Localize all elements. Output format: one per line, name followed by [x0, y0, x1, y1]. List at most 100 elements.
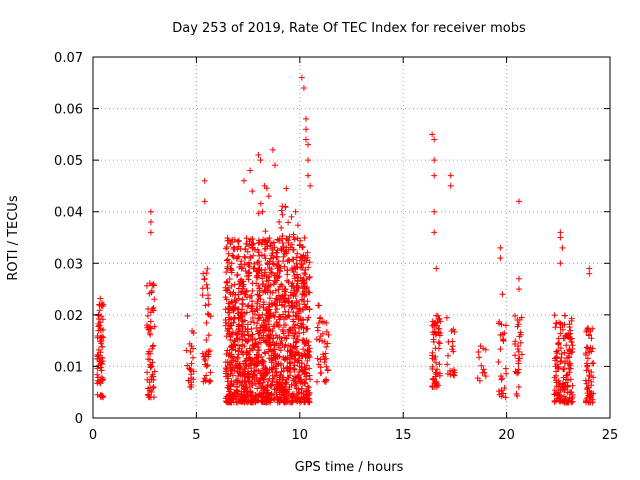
plot-border	[92, 56, 611, 419]
data-point	[556, 339, 563, 346]
data-point	[206, 378, 213, 385]
data-point	[304, 399, 311, 406]
data-point	[150, 281, 157, 288]
data-point	[239, 378, 246, 385]
data-point	[235, 363, 242, 370]
data-point	[265, 193, 272, 200]
data-point	[496, 318, 503, 325]
data-point	[300, 275, 307, 282]
data-point	[317, 370, 324, 377]
data-point	[258, 367, 265, 374]
data-point	[248, 393, 255, 400]
data-point	[289, 266, 296, 273]
data-point	[259, 311, 266, 318]
data-point	[262, 245, 269, 252]
data-point	[253, 305, 260, 312]
data-point	[316, 337, 323, 344]
data-point	[230, 246, 237, 253]
data-point	[266, 326, 273, 333]
data-point	[269, 245, 276, 252]
data-point	[231, 304, 238, 311]
data-point	[305, 338, 312, 345]
data-point	[248, 303, 255, 310]
data-point	[293, 339, 300, 346]
data-point	[150, 304, 157, 311]
data-point	[265, 282, 272, 289]
data-point	[447, 172, 454, 179]
data-point	[226, 350, 233, 357]
data-point	[304, 347, 311, 354]
data-point	[283, 277, 290, 284]
data-point	[243, 349, 250, 356]
data-point	[232, 347, 239, 354]
data-point	[256, 335, 263, 342]
data-point	[480, 345, 487, 352]
data-point	[277, 396, 284, 403]
data-point	[260, 389, 267, 396]
data-point	[283, 379, 290, 386]
data-point	[146, 379, 153, 386]
data-point	[276, 313, 283, 320]
data-point	[303, 115, 310, 122]
data-point	[305, 157, 312, 164]
data-point	[255, 295, 262, 302]
data-point	[301, 379, 308, 386]
data-point	[436, 340, 443, 347]
data-point	[567, 376, 574, 383]
data-point	[317, 356, 324, 363]
data-point	[290, 291, 297, 298]
data-point	[203, 336, 210, 343]
data-point	[584, 344, 591, 351]
data-point	[306, 306, 313, 313]
data-point	[207, 313, 214, 320]
data-point	[228, 266, 235, 273]
data-point	[265, 333, 272, 340]
data-point	[255, 315, 262, 322]
data-point	[445, 352, 452, 359]
data-point	[268, 252, 275, 259]
data-point	[97, 319, 104, 326]
data-point	[253, 273, 260, 280]
data-point	[516, 333, 523, 340]
data-point	[225, 237, 232, 244]
data-point	[566, 394, 573, 401]
data-point	[262, 350, 269, 357]
data-point	[282, 394, 289, 401]
y-tick-label: 0.07	[54, 51, 83, 66]
data-point	[286, 326, 293, 333]
data-point	[249, 298, 256, 305]
data-point	[564, 371, 571, 378]
data-point	[555, 363, 562, 370]
data-point	[250, 265, 257, 272]
data-point	[433, 322, 440, 329]
data-point	[429, 131, 436, 138]
data-point	[205, 332, 212, 339]
data-point	[430, 331, 437, 338]
data-point	[185, 377, 192, 384]
data-point	[281, 288, 288, 295]
data-point	[271, 372, 278, 379]
data-point	[98, 340, 105, 347]
data-point	[235, 291, 242, 298]
data-point	[555, 388, 562, 395]
data-point	[563, 332, 570, 339]
data-point	[261, 252, 268, 259]
data-point	[234, 356, 241, 363]
data-point	[150, 342, 157, 349]
grid-lines	[93, 57, 610, 418]
data-point	[238, 279, 245, 286]
tick-labels: 0 5 10 15 20 25 0 0.01 0.02 0.03 0.04 0.05 0.06 0.07	[54, 51, 618, 443]
data-point	[255, 151, 262, 158]
data-point	[514, 317, 521, 324]
data-point	[262, 255, 269, 262]
data-point	[251, 260, 258, 267]
data-point	[313, 336, 320, 343]
data-point	[94, 334, 101, 341]
data-point	[95, 352, 102, 359]
data-point	[479, 369, 486, 376]
data-point	[249, 331, 256, 338]
data-point	[586, 270, 593, 277]
data-point	[254, 385, 261, 392]
data-point	[515, 366, 522, 373]
